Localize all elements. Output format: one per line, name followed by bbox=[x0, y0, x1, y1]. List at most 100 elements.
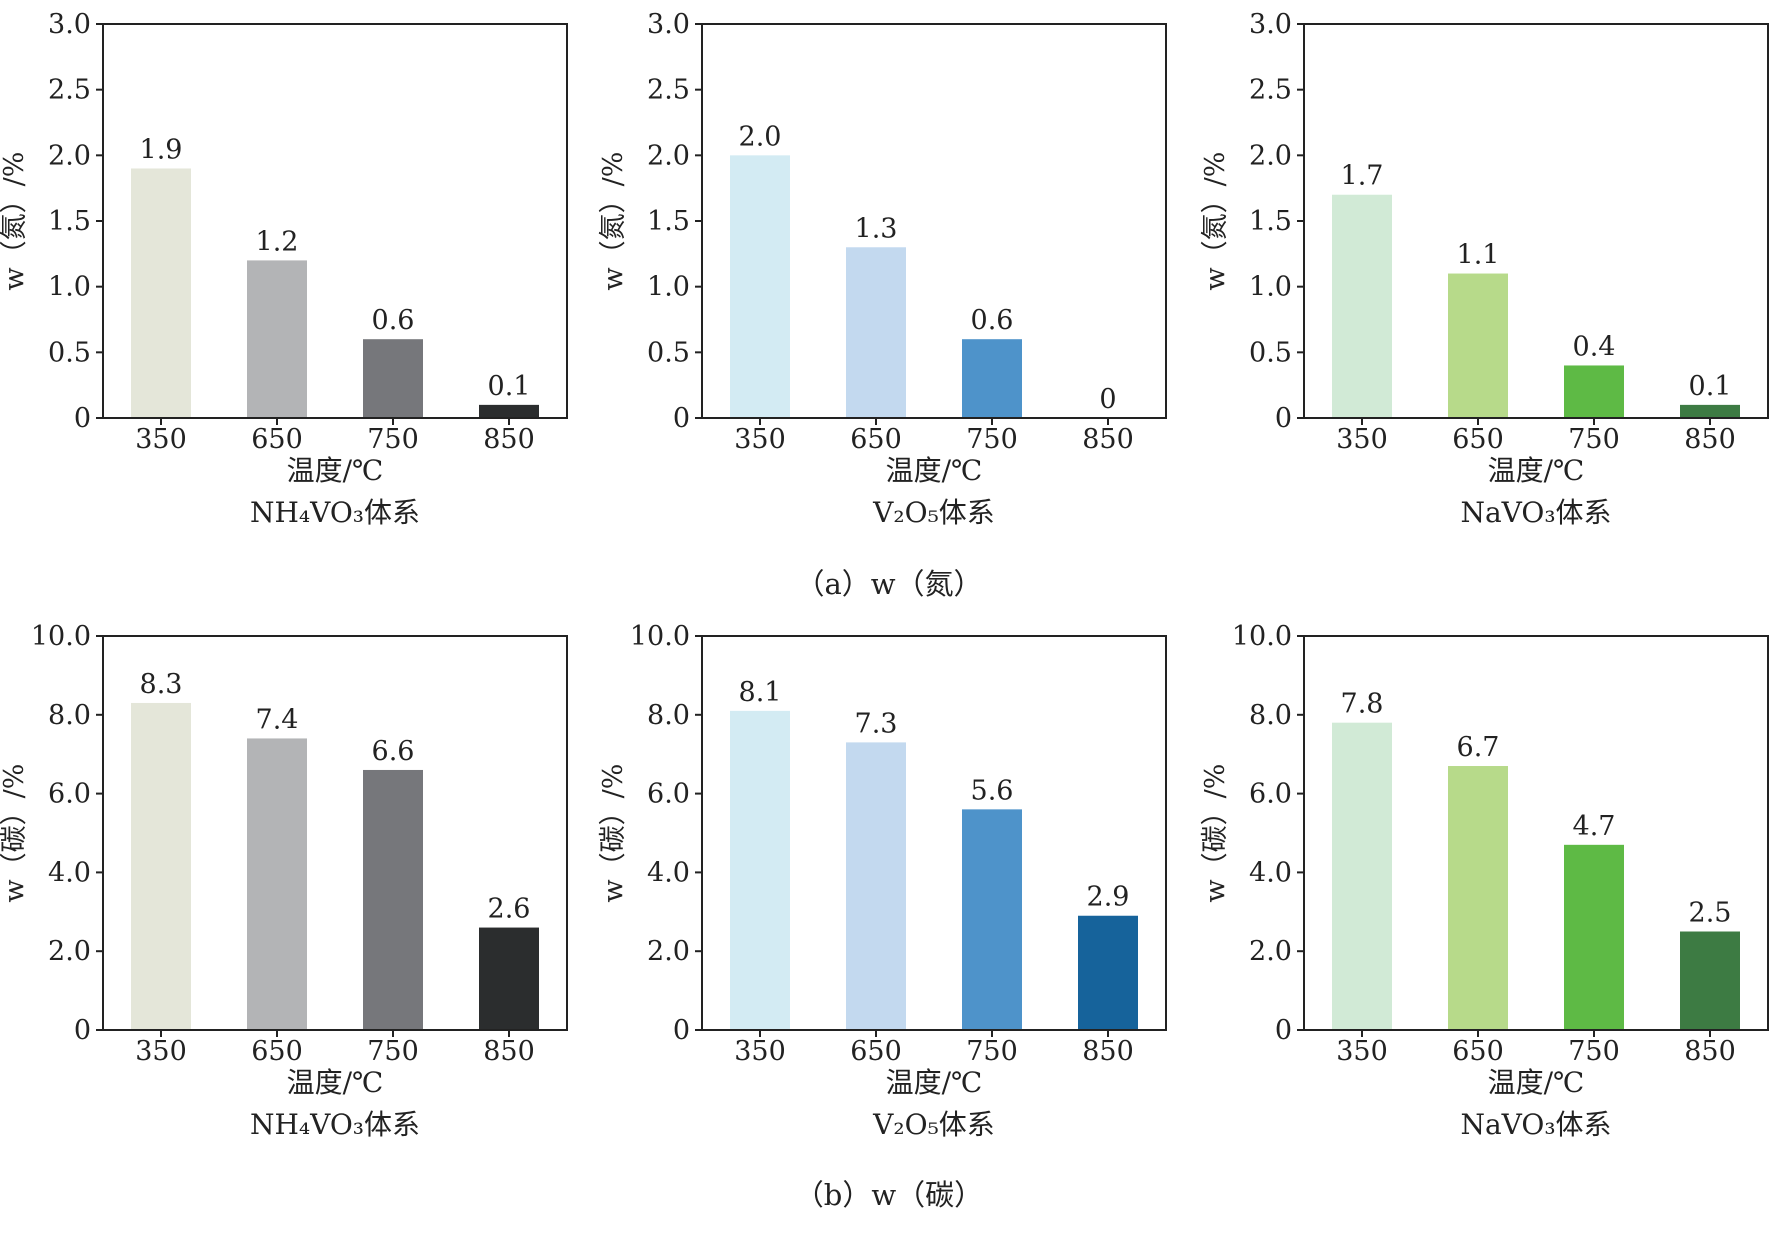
x-axis-label: 温度/℃ bbox=[886, 454, 983, 487]
x-tick-label: 350 bbox=[1336, 424, 1388, 455]
data-label: 2.0 bbox=[739, 121, 782, 152]
system-label: V₂O₅体系 bbox=[872, 496, 995, 529]
x-tick-label: 850 bbox=[483, 1036, 535, 1067]
y-tick-label: 0.5 bbox=[48, 337, 91, 368]
system-label: NaVO₃体系 bbox=[1460, 1108, 1611, 1141]
bar bbox=[131, 702, 191, 1030]
y-tick-label: 2.0 bbox=[647, 936, 690, 967]
data-label: 4.7 bbox=[1573, 811, 1616, 842]
y-tick-label: 6.0 bbox=[647, 779, 690, 810]
y-tick-label: 4.0 bbox=[1249, 857, 1292, 888]
y-tick-label: 1.0 bbox=[48, 272, 91, 303]
plot-frame bbox=[701, 635, 1167, 1031]
y-tick-label: 0 bbox=[74, 1015, 91, 1046]
y-tick-label: 1.5 bbox=[647, 206, 690, 237]
y-tick-label: 8.0 bbox=[647, 700, 690, 731]
data-label: 8.1 bbox=[739, 677, 782, 708]
x-tick-label: 650 bbox=[850, 1036, 902, 1067]
y-tick-label: 6.0 bbox=[48, 779, 91, 810]
y-tick-label: 2.0 bbox=[1249, 936, 1292, 967]
y-tick-label: 10.0 bbox=[630, 621, 690, 652]
x-tick-label: 650 bbox=[850, 424, 902, 455]
system-label: NaVO₃体系 bbox=[1460, 496, 1611, 529]
plot-frame bbox=[1303, 23, 1769, 419]
y-axis-label: w（碳）/% bbox=[598, 764, 629, 903]
y-tick-label: 0 bbox=[673, 403, 690, 434]
data-label: 1.7 bbox=[1341, 161, 1384, 192]
x-axis-label: 温度/℃ bbox=[287, 454, 384, 487]
x-tick-label: 650 bbox=[251, 424, 303, 455]
x-tick-label: 850 bbox=[1684, 1036, 1736, 1067]
x-tick-label: 650 bbox=[1452, 424, 1504, 455]
y-tick-label: 8.0 bbox=[1249, 700, 1292, 731]
bar bbox=[1564, 365, 1624, 418]
x-tick-label: 850 bbox=[483, 424, 535, 455]
bar bbox=[247, 738, 307, 1030]
x-tick-label: 750 bbox=[1568, 1036, 1620, 1067]
x-tick-label: 850 bbox=[1082, 1036, 1134, 1067]
system-label: NH₄VO₃体系 bbox=[250, 496, 420, 529]
y-tick-label: 1.0 bbox=[1249, 272, 1292, 303]
x-tick-label: 850 bbox=[1684, 424, 1736, 455]
x-tick-label: 750 bbox=[367, 424, 419, 455]
y-tick-label: 2.0 bbox=[48, 936, 91, 967]
bar bbox=[1332, 194, 1392, 418]
system-label: NH₄VO₃体系 bbox=[250, 1108, 420, 1141]
data-label: 2.5 bbox=[1689, 898, 1732, 929]
data-label: 6.7 bbox=[1457, 732, 1500, 763]
y-tick-label: 0 bbox=[74, 403, 91, 434]
bar bbox=[1564, 844, 1624, 1030]
x-axis-label: 温度/℃ bbox=[287, 1066, 384, 1099]
data-label: 1.3 bbox=[855, 213, 898, 244]
data-label: 0.1 bbox=[488, 371, 531, 402]
y-axis-label: w（氮）/% bbox=[1200, 152, 1231, 291]
y-tick-label: 1.5 bbox=[1249, 206, 1292, 237]
x-tick-label: 750 bbox=[1568, 424, 1620, 455]
y-tick-label: 0 bbox=[673, 1015, 690, 1046]
y-tick-label: 2.0 bbox=[48, 140, 91, 171]
x-tick-label: 750 bbox=[367, 1036, 419, 1067]
plot-frame bbox=[102, 635, 568, 1031]
x-tick-label: 350 bbox=[135, 424, 187, 455]
y-tick-label: 3.0 bbox=[1249, 9, 1292, 40]
data-label: 7.3 bbox=[855, 708, 898, 739]
data-label: 2.9 bbox=[1087, 882, 1130, 913]
x-axis-label: 温度/℃ bbox=[1488, 454, 1585, 487]
y-tick-label: 3.0 bbox=[48, 9, 91, 40]
data-label: 8.3 bbox=[140, 669, 183, 700]
data-label: 1.9 bbox=[140, 134, 183, 165]
y-tick-label: 8.0 bbox=[48, 700, 91, 731]
data-label: 1.1 bbox=[1457, 240, 1500, 271]
y-tick-label: 4.0 bbox=[647, 857, 690, 888]
x-axis-label: 温度/℃ bbox=[1488, 1066, 1585, 1099]
data-label: 0 bbox=[1099, 384, 1116, 415]
bar bbox=[1448, 766, 1508, 1030]
caption-a: （a）w（氮） bbox=[795, 567, 982, 601]
y-axis-label: w（氮）/% bbox=[598, 152, 629, 291]
data-label: 0.6 bbox=[372, 305, 415, 336]
y-tick-label: 2.0 bbox=[1249, 140, 1292, 171]
y-tick-label: 0.5 bbox=[647, 337, 690, 368]
bar bbox=[363, 339, 423, 418]
y-axis-label: w（碳）/% bbox=[1200, 764, 1231, 903]
bar bbox=[1680, 931, 1740, 1030]
data-label: 7.8 bbox=[1341, 689, 1384, 720]
y-tick-label: 2.5 bbox=[48, 75, 91, 106]
y-tick-label: 0 bbox=[1275, 1015, 1292, 1046]
plot-frame bbox=[1303, 635, 1769, 1031]
bar bbox=[247, 260, 307, 418]
data-label: 7.4 bbox=[256, 704, 299, 735]
bar bbox=[846, 742, 906, 1030]
bar bbox=[363, 769, 423, 1030]
x-axis-label: 温度/℃ bbox=[886, 1066, 983, 1099]
bar bbox=[1078, 915, 1138, 1030]
bar bbox=[479, 927, 539, 1030]
plot-frame bbox=[102, 23, 568, 419]
bar bbox=[962, 339, 1022, 418]
y-axis-label: w（碳）/% bbox=[0, 764, 30, 903]
bar bbox=[962, 809, 1022, 1030]
bar bbox=[1448, 273, 1508, 418]
data-label: 0.4 bbox=[1573, 331, 1616, 362]
bar bbox=[730, 155, 790, 419]
